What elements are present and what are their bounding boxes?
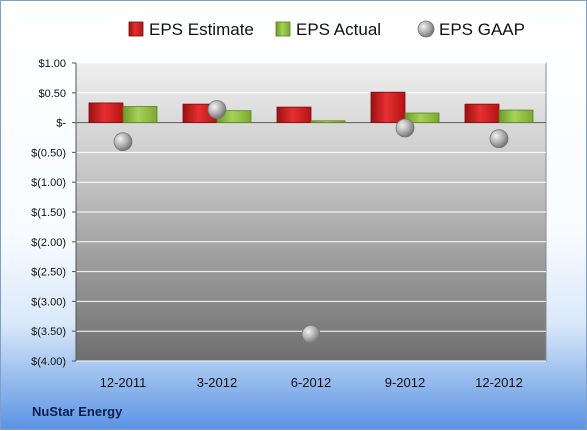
x-tick-label: 9-2012 <box>385 375 425 390</box>
y-tick-label: $(3.50) <box>31 326 66 338</box>
marker-eps-gaap <box>113 132 133 152</box>
legend-swatch <box>417 20 435 38</box>
y-tick-label: $- <box>56 118 66 130</box>
bar-eps-actual <box>310 120 346 123</box>
bar-eps-actual <box>404 112 440 124</box>
y-tick-label: $0.50 <box>38 88 66 100</box>
legend-label: EPS GAAP <box>439 20 525 39</box>
company-name: NuStar Energy <box>32 404 123 419</box>
x-axis: 12-2011 3-2012 6-2012 9-2012 12-2012 <box>76 122 546 390</box>
bar-eps-actual <box>498 109 534 123</box>
y-axis: $1.00 $0.50 $- $(0.50) $(1.00) $(1.50) $(2.00)… <box>31 58 77 368</box>
y-tick-label: $1.00 <box>38 58 66 70</box>
x-tick-label: 12-2012 <box>475 375 523 390</box>
y-tick-label: $(2.50) <box>31 267 66 279</box>
x-tick-label: 3-2012 <box>197 375 237 390</box>
y-tick-label: $(3.00) <box>31 296 66 308</box>
bar-eps-estimate <box>276 106 312 123</box>
bars <box>88 91 534 124</box>
y-tick-label: $(2.00) <box>31 237 66 249</box>
x-tick-label: 6-2012 <box>291 375 331 390</box>
legend-label: EPS Actual <box>296 20 381 39</box>
marker-eps-gaap <box>207 100 227 119</box>
bar-eps-actual <box>122 106 158 124</box>
y-tick-label: $(1.00) <box>31 177 66 189</box>
legend-label: EPS Estimate <box>149 20 254 39</box>
gaap-markers <box>113 100 509 344</box>
marker-eps-gaap <box>395 118 415 138</box>
bar-eps-estimate <box>464 103 500 124</box>
y-tick-label: $(1.50) <box>31 207 66 219</box>
marker-eps-gaap <box>489 129 509 149</box>
marker-eps-gaap <box>301 324 321 344</box>
bar-eps-estimate <box>88 102 124 123</box>
x-tick-label: 12-2011 <box>100 375 147 390</box>
y-tick-label: $(0.50) <box>31 147 66 159</box>
legend: EPS Estimate EPS Actual EPS GAAP <box>128 20 525 39</box>
bar-eps-estimate <box>370 91 406 124</box>
legend-swatch <box>275 21 291 37</box>
y-tick-label: $(4.00) <box>31 356 66 368</box>
legend-swatch <box>128 21 144 37</box>
